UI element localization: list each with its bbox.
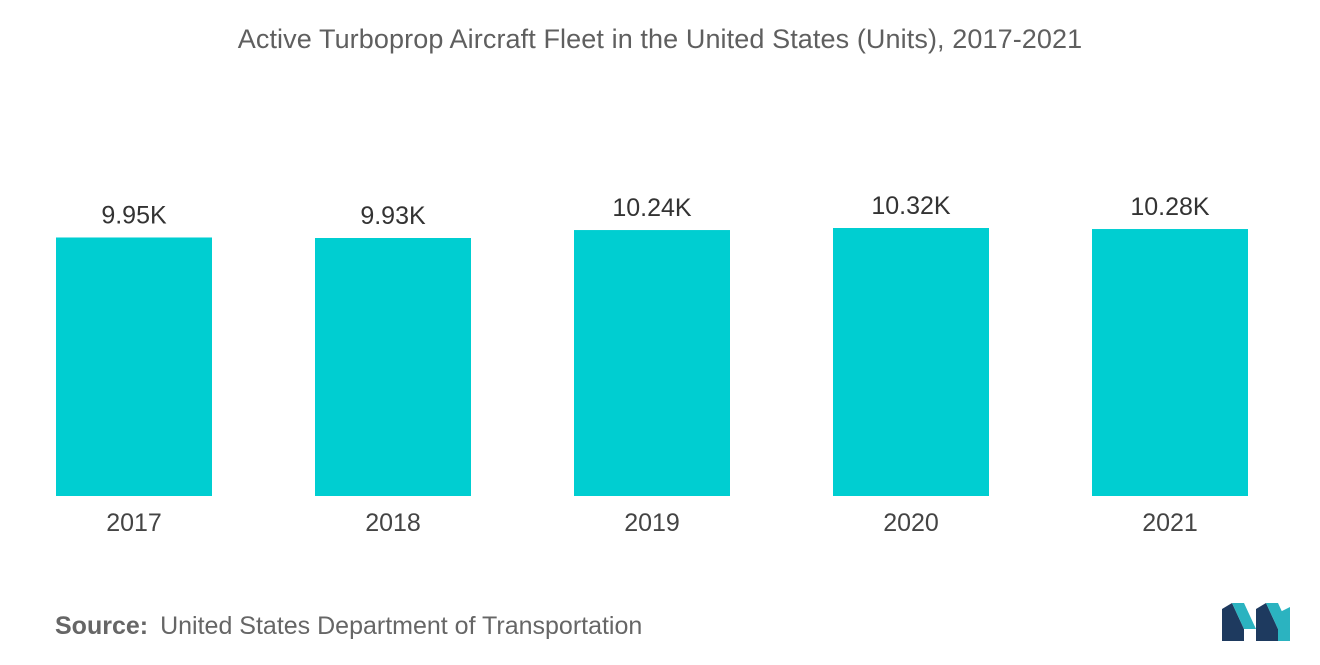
bar-2019 xyxy=(574,230,730,497)
source-text: United States Department of Transportati… xyxy=(160,612,643,640)
data-label-2018: 9.93K xyxy=(360,202,426,230)
data-labels-layer: 9.95K 9.93K 10.24K 10.32K 10.28K xyxy=(101,192,1210,230)
x-tick-2018: 2018 xyxy=(365,509,421,537)
mordor-intelligence-logo-icon xyxy=(1222,603,1290,641)
data-label-2020: 10.32K xyxy=(871,192,951,220)
source-label: Source: xyxy=(55,612,149,640)
data-label-2017: 9.95K xyxy=(101,201,167,229)
bar-2017 xyxy=(56,237,212,496)
chart-title: Active Turboprop Aircraft Fleet in the U… xyxy=(237,24,1083,54)
x-axis-tick-labels: 2017 2018 2019 2020 2021 xyxy=(106,509,1198,537)
x-tick-2017: 2017 xyxy=(106,509,162,537)
data-label-2021: 10.28K xyxy=(1130,193,1210,221)
data-label-2019: 10.24K xyxy=(612,194,692,222)
bars-layer xyxy=(56,228,1248,497)
bar-2018 xyxy=(315,238,471,496)
x-tick-2019: 2019 xyxy=(624,509,680,537)
bar-2021 xyxy=(1092,229,1248,496)
x-tick-2021: 2021 xyxy=(1142,509,1198,537)
source-note: Source: United States Department of Trans… xyxy=(55,612,642,641)
bar-2020 xyxy=(833,228,989,496)
x-tick-2020: 2020 xyxy=(883,509,939,537)
